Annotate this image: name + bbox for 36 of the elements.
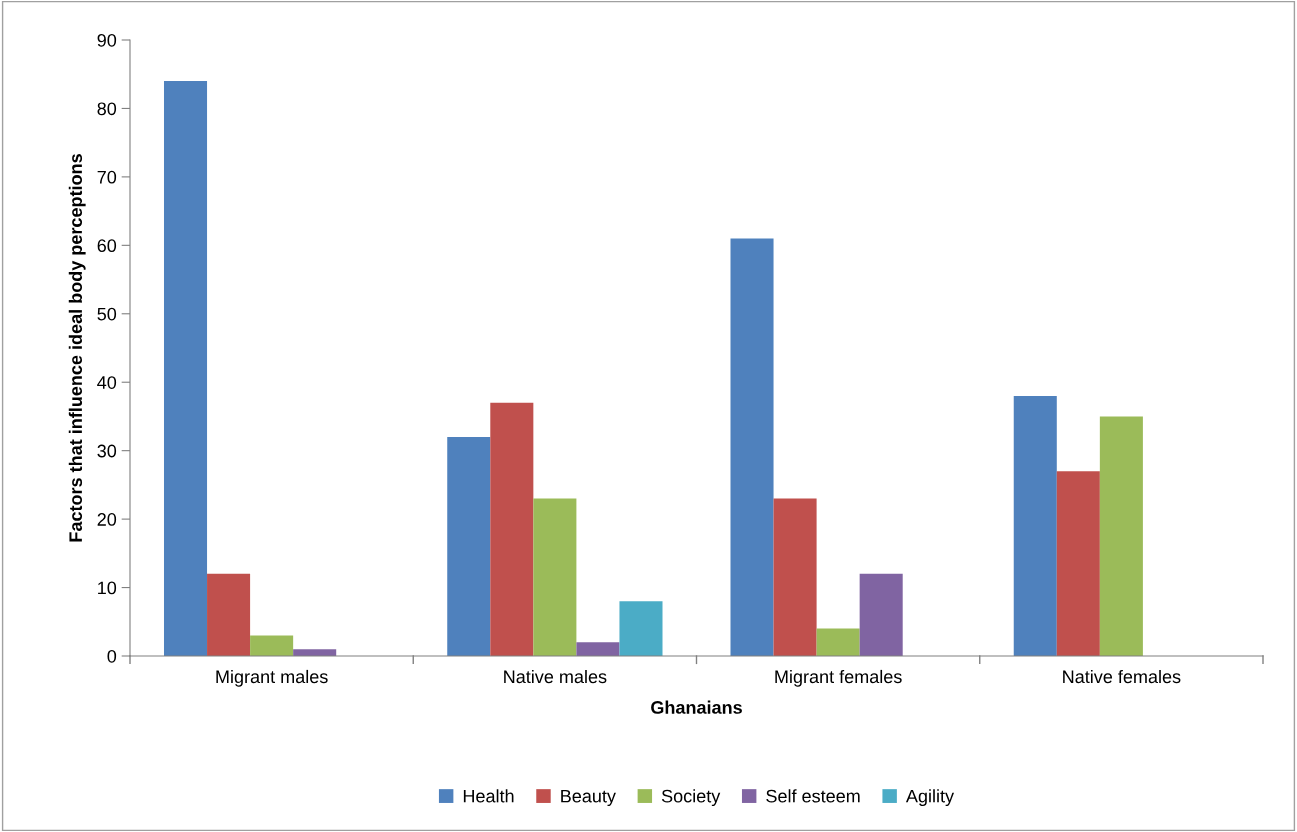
- bar: [816, 628, 860, 656]
- bar: [730, 238, 774, 656]
- y-tick-label: 80: [97, 102, 117, 116]
- y-tick-label: 10: [98, 581, 117, 595]
- bar: [1013, 395, 1057, 656]
- y-tick-label: 70: [97, 170, 117, 184]
- bar: [490, 402, 534, 656]
- legend-label: Society: [661, 789, 721, 807]
- bar: [447, 436, 491, 656]
- bar: [619, 601, 663, 656]
- legend-label: Health: [463, 789, 514, 803]
- bar: [533, 498, 577, 656]
- bar: [576, 642, 620, 656]
- y-tick-label: 20: [97, 513, 117, 526]
- y-tick-label: 30: [97, 444, 117, 458]
- y-tick-label: 60: [97, 239, 117, 253]
- bar: [859, 573, 903, 656]
- x-axis-title: Ghanaians: [651, 700, 742, 714]
- bar: [773, 498, 817, 656]
- x-tick-label: Native females: [1063, 669, 1181, 684]
- bar: [163, 81, 208, 656]
- legend-label: Beauty: [561, 789, 616, 807]
- x-tick-label: Migrant males: [216, 669, 328, 687]
- y-tick-label: 90: [97, 33, 117, 47]
- bar: [207, 573, 251, 656]
- y-axis-title: Factors that influence ideal body perceptions: [68, 154, 86, 542]
- y-tick-label: 40: [97, 376, 117, 389]
- legend-label: Agility: [905, 789, 955, 807]
- x-tick-label: Native males: [504, 669, 607, 684]
- bar: [1099, 416, 1143, 656]
- x-tick-label: Migrant females: [775, 669, 902, 687]
- bar: [1056, 471, 1100, 656]
- legend-label: Self esteem: [766, 789, 860, 803]
- bar: [250, 635, 294, 656]
- y-tick-label: 50: [97, 307, 117, 321]
- y-tick-label: 0: [107, 649, 117, 663]
